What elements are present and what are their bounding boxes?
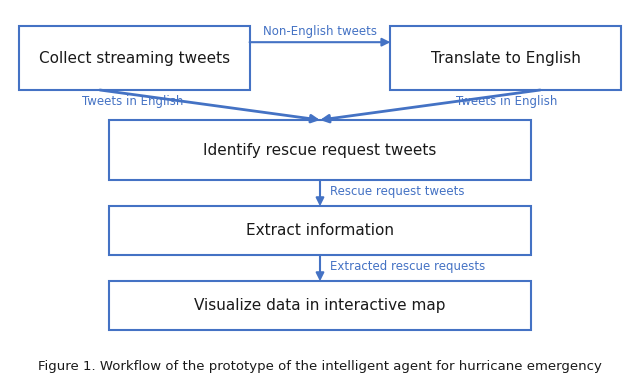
FancyBboxPatch shape (109, 120, 531, 180)
Text: Translate to English: Translate to English (431, 51, 580, 66)
Text: Collect streaming tweets: Collect streaming tweets (39, 51, 230, 66)
Text: Tweets in English: Tweets in English (456, 95, 557, 108)
Text: Extract information: Extract information (246, 223, 394, 238)
Text: Non-English tweets: Non-English tweets (263, 25, 377, 38)
Text: Extracted rescue requests: Extracted rescue requests (330, 260, 485, 273)
FancyBboxPatch shape (19, 26, 250, 90)
FancyBboxPatch shape (390, 26, 621, 90)
Text: Tweets in English: Tweets in English (83, 95, 184, 108)
FancyBboxPatch shape (109, 281, 531, 330)
FancyBboxPatch shape (109, 206, 531, 255)
Text: Rescue request tweets: Rescue request tweets (330, 185, 464, 198)
Text: Visualize data in interactive map: Visualize data in interactive map (195, 298, 445, 313)
Text: Identify rescue request tweets: Identify rescue request tweets (204, 142, 436, 158)
Text: Figure 1. Workflow of the prototype of the intelligent agent for hurricane emerg: Figure 1. Workflow of the prototype of t… (38, 360, 602, 373)
